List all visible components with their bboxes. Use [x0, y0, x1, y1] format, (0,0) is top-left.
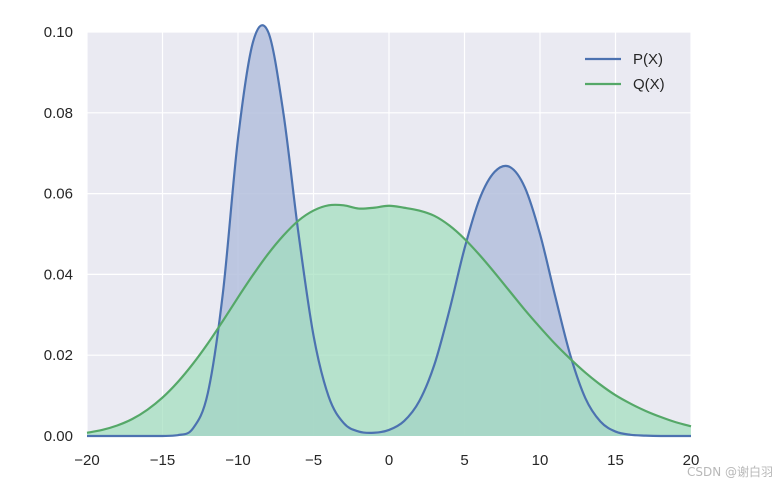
- y-tick-label: 0.02: [44, 347, 73, 364]
- x-tick-label: 10: [532, 452, 549, 469]
- x-tick-label: −10: [225, 452, 250, 469]
- series-area-q: [87, 204, 691, 436]
- x-tick-label: 0: [385, 452, 393, 469]
- x-tick-label: −5: [305, 452, 322, 469]
- series-areas: [87, 25, 691, 437]
- x-tick-label: −20: [74, 452, 99, 469]
- x-axis-tick-labels: −20 −15 −10 −5 0 5 10 15 20: [74, 452, 699, 469]
- x-tick-label: 15: [607, 452, 624, 469]
- y-tick-label: 0.00: [44, 428, 73, 445]
- x-tick-label: 5: [460, 452, 468, 469]
- legend: P(X) Q(X): [585, 51, 665, 93]
- series-line-q: [86, 203, 692, 434]
- x-tick-label: −15: [150, 452, 175, 469]
- watermark-text: CSDN @谢白羽: [686, 465, 773, 479]
- y-tick-label: 0.06: [44, 186, 73, 203]
- y-tick-label: 0.04: [44, 266, 73, 283]
- legend-label-p: P(X): [633, 51, 663, 68]
- series-lines: [86, 24, 692, 438]
- x-tick-label: 20: [683, 452, 700, 469]
- y-tick-label: 0.10: [44, 24, 73, 41]
- y-axis-tick-labels: 0.00 0.02 0.04 0.06 0.08 0.10: [44, 24, 73, 445]
- legend-label-q: Q(X): [633, 76, 665, 93]
- y-tick-label: 0.08: [44, 105, 73, 122]
- series-line-p: [87, 24, 691, 438]
